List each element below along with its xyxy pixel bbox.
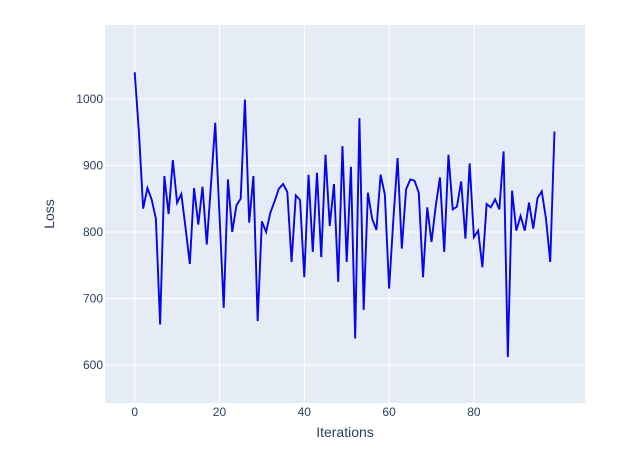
x-tick-label: 80 xyxy=(467,405,481,419)
x-tick-label: 60 xyxy=(382,405,396,419)
y-tick-label: 1000 xyxy=(76,92,103,106)
y-tick-label: 800 xyxy=(83,225,103,239)
series-layer xyxy=(133,72,556,358)
loss-line-series xyxy=(133,72,556,358)
x-tick-label: 20 xyxy=(213,405,227,419)
x-axis-title: Iterations xyxy=(316,424,374,440)
y-axis-title: Loss xyxy=(41,199,57,229)
x-tick-label: 40 xyxy=(298,405,312,419)
x-tick-label: 0 xyxy=(131,405,138,419)
y-tick-label: 700 xyxy=(83,292,103,306)
y-tick-label: 600 xyxy=(83,358,103,372)
y-tick-label: 900 xyxy=(83,158,103,172)
tick-labels: 0 20 40 60 80 600 700 800 900 1000 xyxy=(76,92,481,419)
